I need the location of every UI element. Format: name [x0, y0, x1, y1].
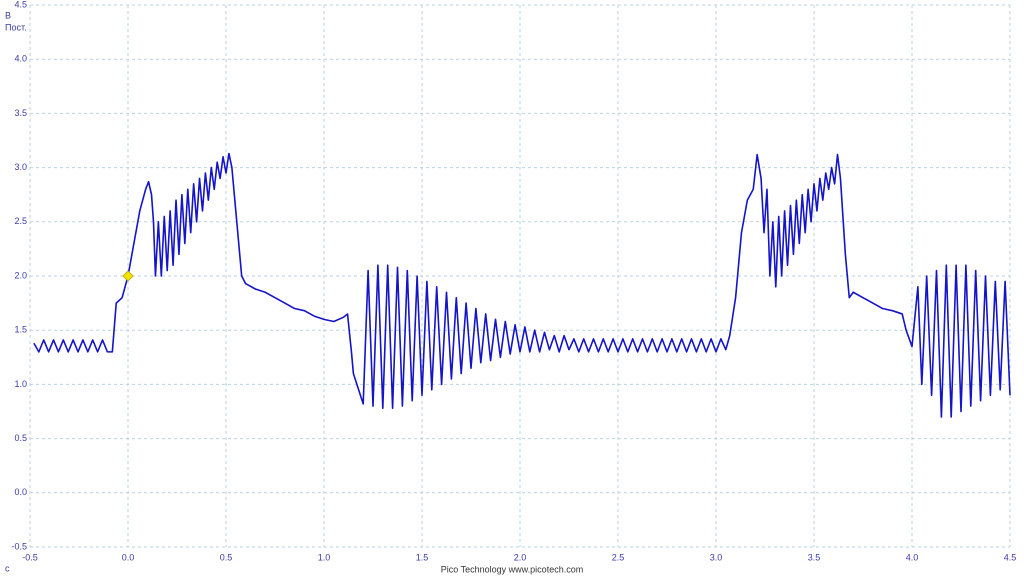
- y-tick-label: 1.0: [14, 379, 27, 389]
- x-unit: c: [5, 563, 10, 573]
- x-tick-label: 0.0: [122, 552, 135, 562]
- y-tick-label: 2.0: [14, 270, 27, 280]
- x-tick-label: 1.0: [318, 552, 331, 562]
- x-tick-label: 2.0: [514, 552, 527, 562]
- x-tick-label: 3.0: [710, 552, 723, 562]
- y-tick-label: 0.5: [14, 433, 27, 443]
- y-tick-label: 0.0: [14, 487, 27, 497]
- x-tick-label: 1.5: [416, 552, 429, 562]
- y-unit: В: [5, 10, 11, 20]
- trigger-marker: [122, 270, 134, 282]
- x-tick-label: 0.5: [220, 552, 233, 562]
- x-tick-label: 3.5: [808, 552, 821, 562]
- x-tick-label: 2.5: [612, 552, 625, 562]
- y-tick-label: 4.5: [14, 0, 27, 9]
- footer: Pico Technology www.picotech.com: [441, 564, 583, 574]
- coupling: Пост.: [5, 22, 27, 32]
- x-tick-label: 4.0: [906, 552, 919, 562]
- x-tick-label: -0.5: [22, 552, 38, 562]
- y-tick-label: 3.0: [14, 162, 27, 172]
- y-tick-label: 3.5: [14, 108, 27, 118]
- y-tick-label: -0.5: [11, 541, 27, 551]
- x-tick-label: 4.5: [1004, 552, 1017, 562]
- y-tick-label: 4.0: [14, 54, 27, 64]
- y-tick-label: 1.5: [14, 325, 27, 335]
- y-tick-label: 2.5: [14, 216, 27, 226]
- trace: [33, 152, 1011, 418]
